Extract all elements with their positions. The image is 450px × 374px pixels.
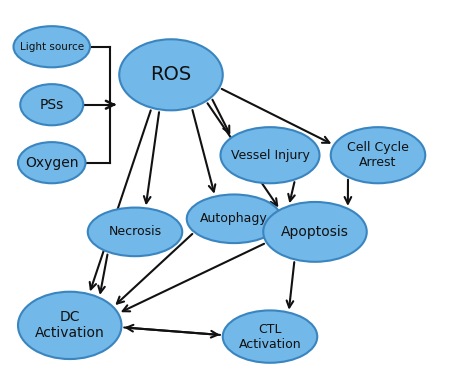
Text: Cell Cycle
Arrest: Cell Cycle Arrest (347, 141, 409, 169)
Text: Oxygen: Oxygen (25, 156, 78, 170)
Ellipse shape (223, 310, 317, 363)
Ellipse shape (18, 142, 86, 183)
Ellipse shape (263, 202, 367, 262)
Ellipse shape (14, 26, 90, 67)
Text: CTL
Activation: CTL Activation (238, 323, 302, 350)
Text: Necrosis: Necrosis (108, 226, 162, 238)
Ellipse shape (88, 208, 182, 256)
Ellipse shape (20, 84, 83, 125)
Ellipse shape (18, 292, 122, 359)
Text: Autophagy: Autophagy (200, 212, 268, 225)
Text: ROS: ROS (150, 65, 192, 84)
Text: Light source: Light source (20, 42, 84, 52)
Text: DC
Activation: DC Activation (35, 310, 104, 340)
Ellipse shape (187, 194, 281, 243)
Text: Vessel Injury: Vessel Injury (230, 149, 310, 162)
Text: Apoptosis: Apoptosis (281, 225, 349, 239)
Text: PSs: PSs (40, 98, 64, 112)
Ellipse shape (220, 127, 320, 183)
Ellipse shape (331, 127, 425, 183)
Ellipse shape (119, 39, 223, 110)
